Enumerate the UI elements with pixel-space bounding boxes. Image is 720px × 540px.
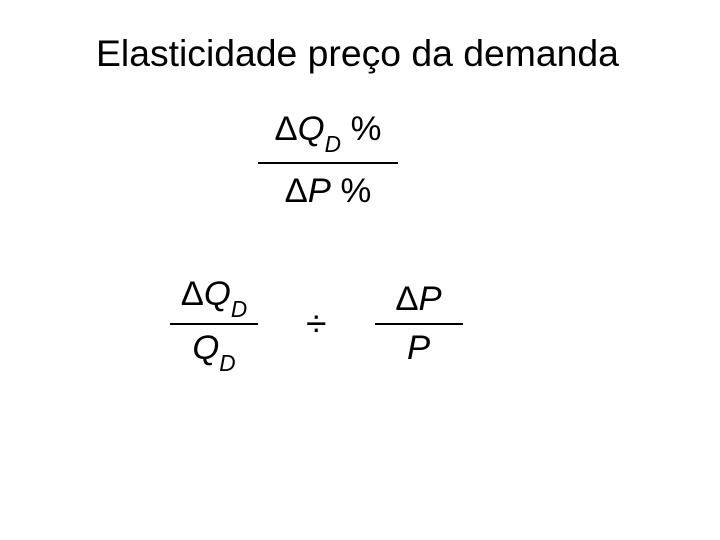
variable-q: Q xyxy=(192,329,219,367)
fraction-bar xyxy=(170,323,258,325)
variable-p: P xyxy=(407,329,430,367)
formula-percent-numerator: ΔQD % xyxy=(258,110,398,154)
variable-q: Q xyxy=(204,275,231,313)
variable-p: P xyxy=(308,172,331,210)
variable-p: P xyxy=(419,280,442,318)
formula-percent: ΔQD % ΔP % xyxy=(258,110,398,211)
fraction-qd-denominator: QD xyxy=(192,329,235,373)
percent-suffix: % xyxy=(331,172,371,210)
subscript-d: D xyxy=(219,350,235,376)
slide-title: Elasticidade preço da demanda xyxy=(96,32,619,75)
percent-suffix: % xyxy=(341,110,381,148)
delta-symbol: Δ xyxy=(285,172,308,210)
formula-percent-denominator: ΔP % xyxy=(258,172,398,211)
delta-symbol: Δ xyxy=(275,110,298,148)
delta-symbol: Δ xyxy=(181,275,204,313)
subscript-d: D xyxy=(231,296,247,322)
formula-ratio: ΔQD QD ÷ ΔP P xyxy=(170,275,463,373)
fraction-bar xyxy=(258,162,398,164)
divide-operator: ÷ xyxy=(306,302,327,345)
fraction-p-denominator: P xyxy=(407,329,430,368)
fraction-p-numerator: ΔP xyxy=(395,280,441,319)
delta-symbol: Δ xyxy=(395,280,418,318)
fraction-qd: ΔQD QD xyxy=(170,275,258,373)
fraction-p: ΔP P xyxy=(375,280,463,368)
subscript-d: D xyxy=(325,131,341,157)
fraction-qd-numerator: ΔQD xyxy=(181,275,248,319)
variable-q: Q xyxy=(298,110,325,148)
fraction-bar xyxy=(375,323,463,325)
